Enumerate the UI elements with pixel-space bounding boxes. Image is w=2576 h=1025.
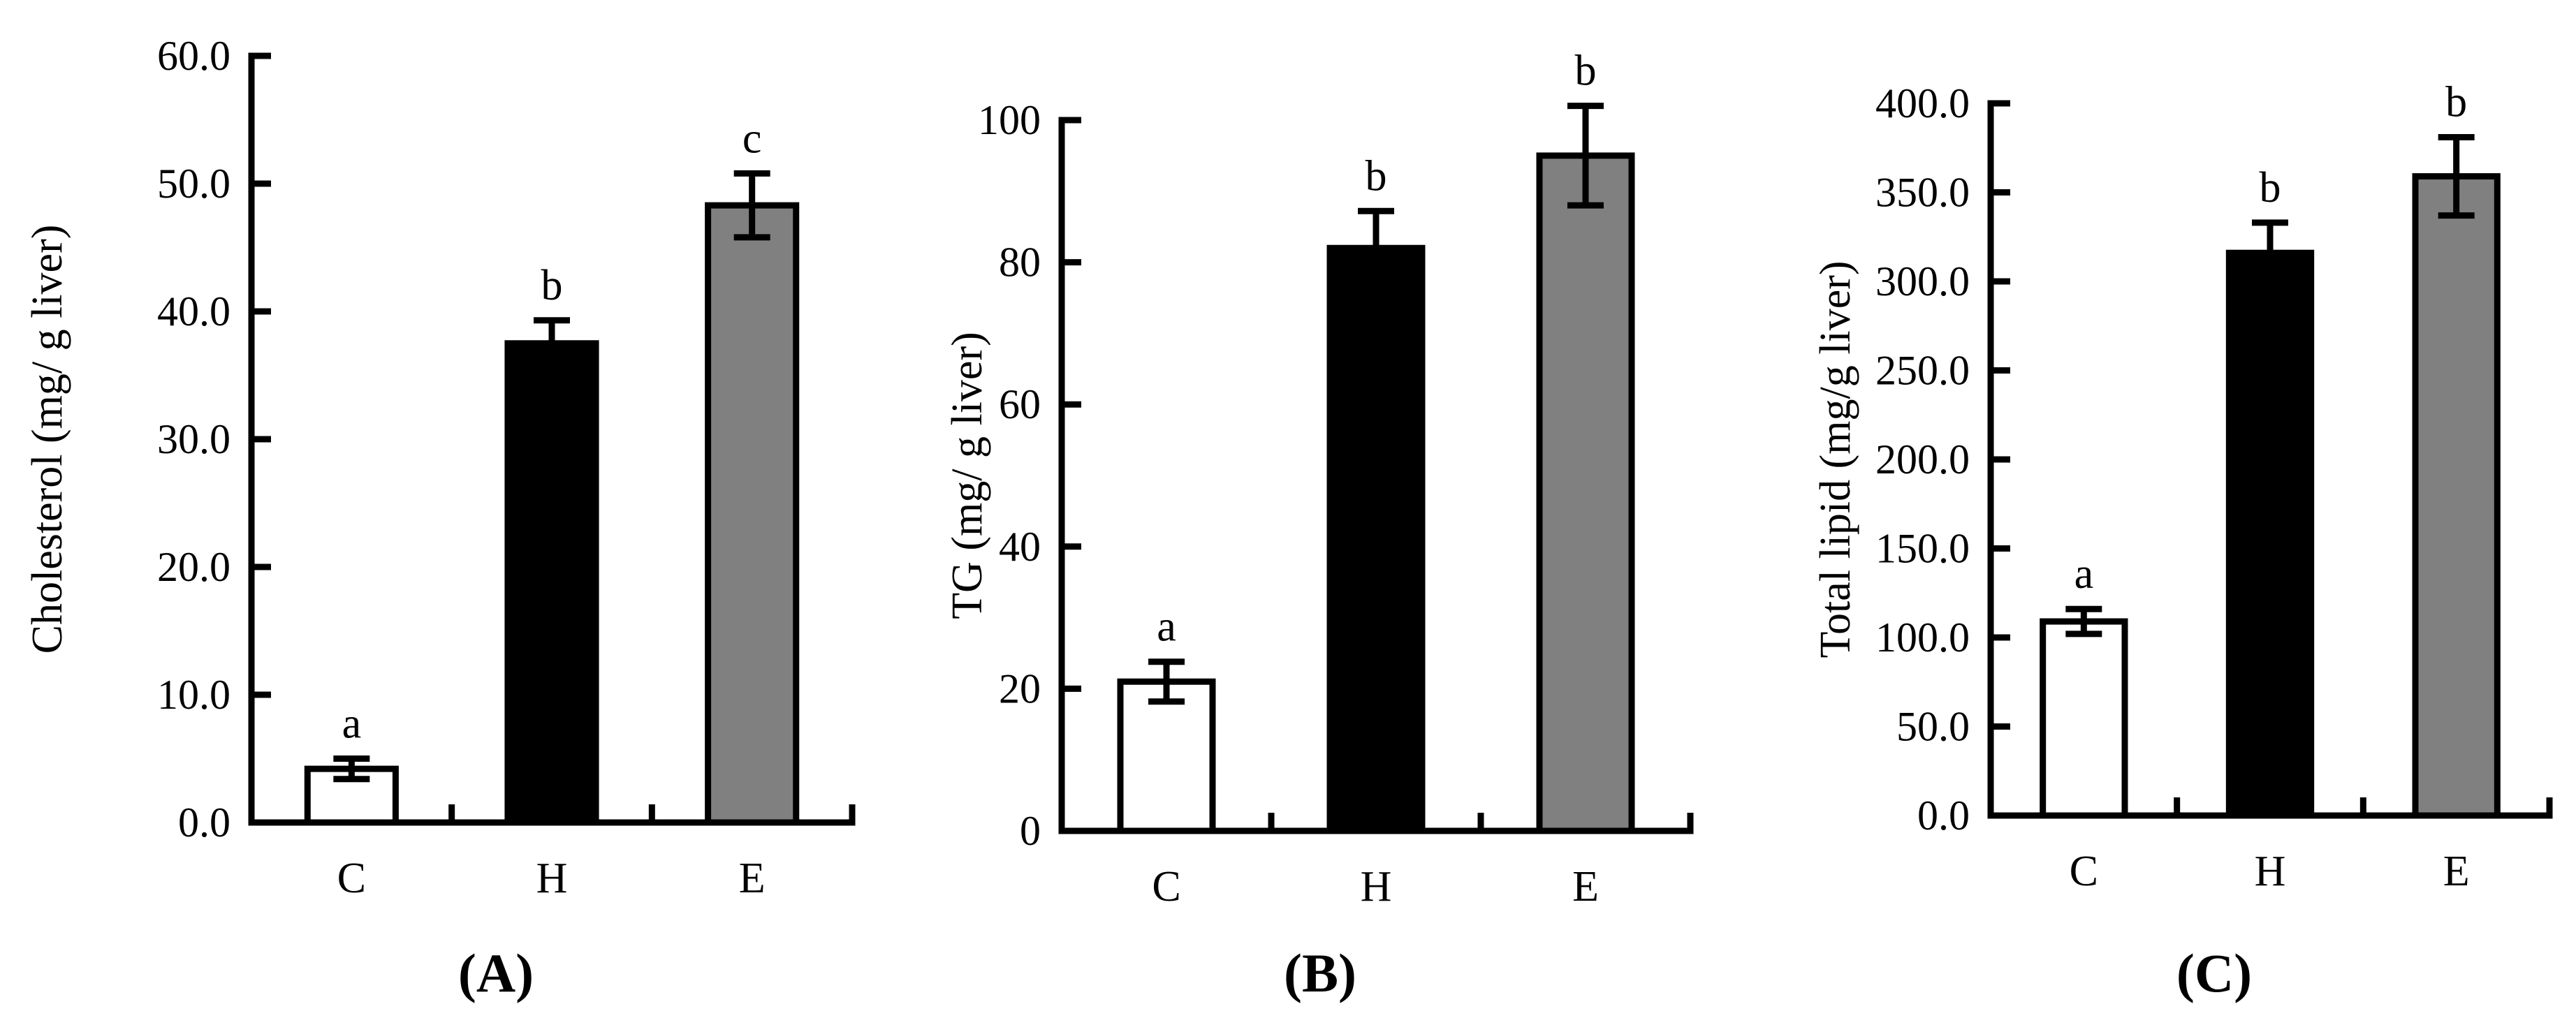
x-tick-label: H [2255,848,2286,895]
significance-letter: b [1366,152,1387,200]
y-tick-label: 20 [999,665,1041,711]
x-tick-label: C [1152,863,1180,910]
x-tick-label: E [739,855,766,902]
y-tick-label: 0.0 [178,799,230,846]
y-tick-label: 0.0 [1917,792,1970,839]
y-tick-label: 100 [978,97,1041,143]
panel-b: 0 20 40 60 80 100 TG (mg/ g liver) a Cb Hb E (B) [944,47,1694,1003]
x-tick-label: E [1572,863,1599,910]
y-tick-label: 250.0 [1875,348,1970,394]
significance-letter: a [1157,603,1176,651]
y-tick-label: 60.0 [157,33,230,79]
significance-letter: b [2260,164,2281,212]
panel-label: (A) [458,943,534,1003]
y-tick-label: 40 [999,524,1041,570]
y-tick-label: 300.0 [1875,258,1970,304]
y-tick-label: 150.0 [1875,526,1970,572]
y-tick-label: 60 [999,381,1041,427]
bar [705,202,800,826]
y-tick-label: 20.0 [157,544,230,590]
panel-label: (C) [2176,943,2252,1003]
bar [2412,173,2501,819]
y-tick-label: 80 [999,239,1041,286]
significance-letter: a [2074,550,2094,598]
y-axis-label: Total lipid (mg/g liver) [1812,260,1859,658]
y-axis-label: Cholesterol (mg/ g liver) [24,225,71,654]
significance-letter: a [342,700,362,748]
bar [1117,678,1216,834]
panel-label: (B) [1284,943,1356,1003]
y-tick-label: 30.0 [157,416,230,462]
y-tick-label: 0 [1020,808,1041,854]
bar [1536,152,1635,834]
y-tick-label: 50.0 [1896,704,1970,750]
y-tick-label: 350.0 [1875,170,1970,216]
bar [504,340,599,826]
bar [1326,244,1426,834]
y-tick-label: 50.0 [157,161,230,207]
x-tick-label: C [2070,848,2098,895]
x-tick-label: H [536,855,568,902]
y-tick-label: 400.0 [1875,80,1970,126]
significance-letter: c [742,115,762,162]
significance-letter: b [1575,47,1597,95]
y-tick-label: 200.0 [1875,436,1970,482]
significance-letter: b [541,262,563,309]
bar [2225,249,2315,819]
x-tick-label: C [337,855,366,902]
x-tick-label: E [2443,848,2470,895]
x-tick-label: H [1361,863,1392,910]
y-tick-label: 10.0 [157,672,230,718]
y-tick-label: 100.0 [1875,614,1970,661]
y-axis-label: TG (mg/ g liver) [944,332,991,619]
panel-a: 0.0 10.0 20.0 30.0 40.0 50.0 60.0 Cholesterol (… [24,33,856,1003]
significance-letter: b [2445,78,2467,126]
panel-c: 0.0 50.0 100.0 150.0 200.0 250.0 300.0 350.0 400… [1812,78,2553,1003]
bar [2040,618,2128,819]
y-tick-label: 40.0 [157,288,230,334]
